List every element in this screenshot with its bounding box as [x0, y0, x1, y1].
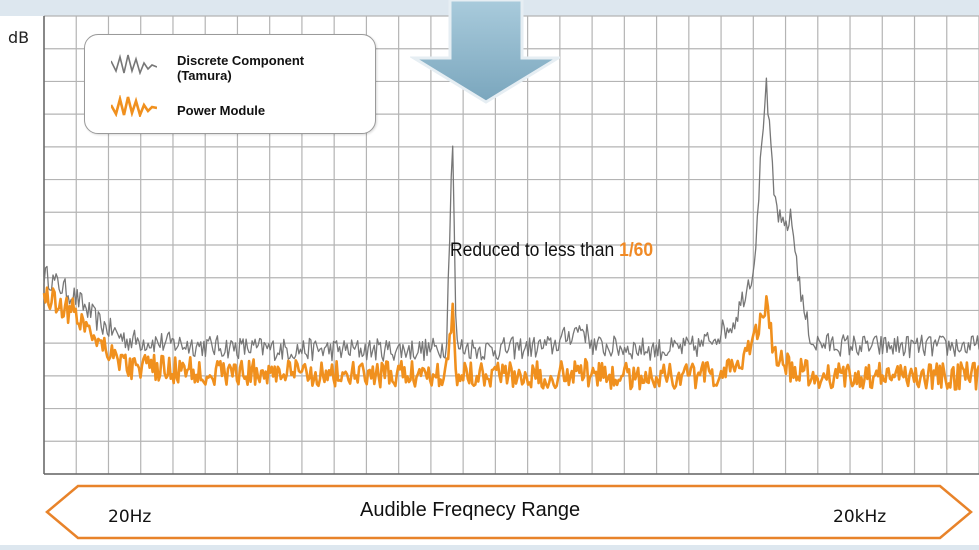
legend: Discrete Component (Tamura) Power Module	[84, 34, 376, 134]
annotation-highlight: 1/60	[619, 240, 654, 261]
range-end-label: 20kHz	[833, 507, 887, 527]
audible-range-arrow-icon	[45, 484, 973, 540]
audible-range-label: Audible Freqnecy Range	[360, 499, 581, 521]
series-line-discrete-component	[43, 77, 979, 362]
legend-label-discrete: Discrete Component (Tamura)	[177, 53, 305, 83]
legend-swatch-discrete-icon	[111, 53, 157, 75]
series-layer	[42, 77, 979, 391]
down-arrow-icon	[410, 0, 560, 104]
bottom-band	[0, 545, 979, 550]
range-start-label: 20Hz	[108, 507, 152, 527]
legend-swatch-power-module-icon	[111, 95, 157, 117]
reduction-annotation: Reduced to less than 1/60	[450, 240, 653, 262]
y-axis-label: dB	[8, 28, 30, 47]
series-line-power-module	[42, 286, 979, 391]
annotation-text: Reduced to less than	[450, 240, 620, 261]
legend-label-power-module: Power Module	[177, 103, 266, 118]
